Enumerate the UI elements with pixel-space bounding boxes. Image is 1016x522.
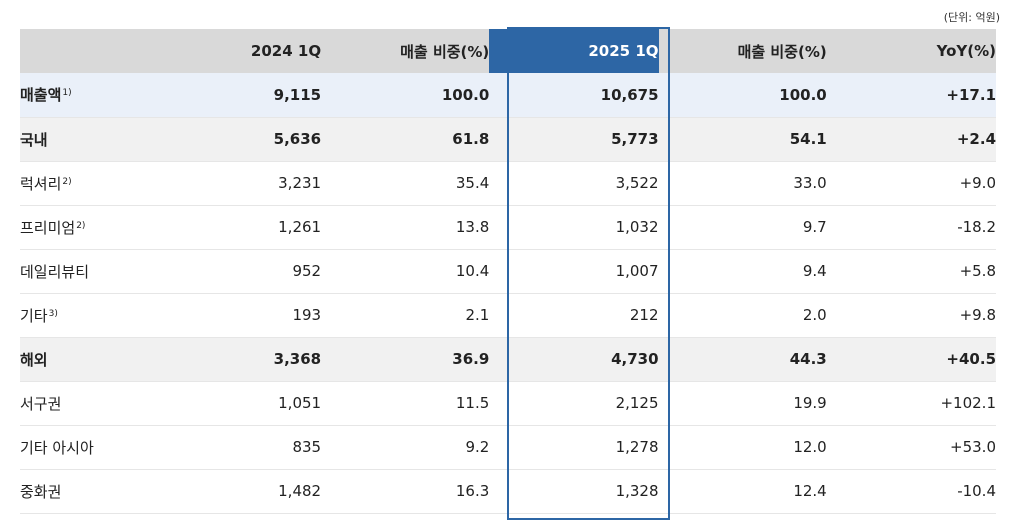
row-label: 기타 아시아 [20,438,94,457]
table-row: 국내 5,636 61.8 5,773 54.1 +2.4 [20,117,996,162]
value-2024-1q: 193 [194,293,322,338]
footnote-marker: 3) [48,308,58,319]
value-2025-1q: 1,032 [489,205,659,250]
footnote-marker: 2) [62,176,72,187]
value-2024-1q: 1,482 [194,469,322,514]
share-2024: 36.9 [321,337,490,382]
unit-note: (단위: 억원) [943,11,1000,24]
table-row: 중화권 1,482 16.3 1,328 12.4 -10.4 [20,469,996,514]
row-label: 기타 [20,306,48,325]
header-2024-1q: 2024 1Q [194,29,322,73]
share-2024: 10.4 [321,249,490,294]
value-2024-1q: 9,115 [194,73,322,118]
yoy: +102.1 [826,381,996,426]
table-row: 럭셔리2) 3,231 35.4 3,522 33.0 +9.0 [20,161,996,206]
value-2025-1q: 4,730 [489,337,659,382]
share-2025: 54.1 [658,117,827,162]
share-2025: 100.0 [658,73,827,118]
share-2024: 9.2 [321,425,490,470]
footnote-marker: 1) [62,88,72,99]
share-2024: 2.1 [321,293,490,338]
share-2025: 9.4 [658,249,827,294]
value-2024-1q: 952 [194,249,322,294]
row-label-cell: 국내 [20,117,195,162]
value-2024-1q: 1,051 [194,381,322,426]
share-2024: 13.8 [321,205,490,250]
yoy: +40.5 [826,337,996,382]
share-2025: 44.3 [658,337,827,382]
value-2024-1q: 3,368 [194,337,322,382]
row-label-cell: 데일리뷰티 [20,249,195,294]
share-2024: 100.0 [321,73,490,118]
row-label-cell: 럭셔리2) [20,161,195,206]
table-row: 서구권 1,051 11.5 2,125 19.9 +102.1 [20,381,996,426]
value-2025-1q: 2,125 [489,381,659,426]
header-2025-1q: 2025 1Q [489,29,659,73]
row-label-cell: 중화권 [20,469,195,514]
value-2025-1q: 3,522 [489,161,659,206]
table-row: 데일리뷰티 952 10.4 1,007 9.4 +5.8 [20,249,996,294]
table-row: 매출액1) 9,115 100.0 10,675 100.0 +17.1 [20,73,996,118]
row-label: 매출액 [20,86,62,105]
row-label-cell: 기타3) [20,293,195,338]
value-2025-1q: 1,278 [489,425,659,470]
share-2025: 33.0 [658,161,827,206]
yoy: +17.1 [826,73,996,118]
row-label: 서구권 [20,394,62,413]
row-label: 프리미엄 [20,218,76,237]
share-2025: 2.0 [658,293,827,338]
header-category [20,29,195,73]
row-label: 데일리뷰티 [20,262,90,281]
yoy: +53.0 [826,425,996,470]
share-2024: 11.5 [321,381,490,426]
sales-table: 2024 1Q 매출 비중(%) 2025 1Q 매출 비중(%) YoY(%)… [20,29,996,514]
row-label: 럭셔리 [20,174,62,193]
table-row: 해외 3,368 36.9 4,730 44.3 +40.5 [20,337,996,382]
header-yoy: YoY(%) [826,29,996,73]
yoy: +5.8 [826,249,996,294]
header-share-2024: 매출 비중(%) [321,29,490,73]
table-row: 프리미엄2) 1,261 13.8 1,032 9.7 -18.2 [20,205,996,250]
value-2024-1q: 5,636 [194,117,322,162]
value-2025-1q: 1,007 [489,249,659,294]
table-row: 기타3) 193 2.1 212 2.0 +9.8 [20,293,996,338]
value-2024-1q: 1,261 [194,205,322,250]
row-label-cell: 서구권 [20,381,195,426]
value-2025-1q: 212 [489,293,659,338]
row-label-cell: 매출액1) [20,73,195,118]
yoy: +2.4 [826,117,996,162]
share-2024: 35.4 [321,161,490,206]
share-2025: 12.4 [658,469,827,514]
table-row: 기타 아시아 835 9.2 1,278 12.0 +53.0 [20,425,996,470]
share-2025: 9.7 [658,205,827,250]
row-label: 해외 [20,350,48,369]
yoy: -10.4 [826,469,996,514]
header-share-2025: 매출 비중(%) [658,29,827,73]
share-2025: 19.9 [658,381,827,426]
share-2024: 61.8 [321,117,490,162]
row-label-cell: 해외 [20,337,195,382]
header-row: 2024 1Q 매출 비중(%) 2025 1Q 매출 비중(%) YoY(%) [20,29,996,73]
share-2024: 16.3 [321,469,490,514]
footnote-marker: 2) [76,220,86,231]
yoy: -18.2 [826,205,996,250]
share-2025: 12.0 [658,425,827,470]
value-2025-1q: 1,328 [489,469,659,514]
yoy: +9.8 [826,293,996,338]
row-label: 국내 [20,130,48,149]
yoy: +9.0 [826,161,996,206]
row-label-cell: 프리미엄2) [20,205,195,250]
value-2024-1q: 3,231 [194,161,322,206]
value-2025-1q: 10,675 [489,73,659,118]
row-label: 중화권 [20,482,62,501]
value-2024-1q: 835 [194,425,322,470]
row-label-cell: 기타 아시아 [20,425,195,470]
value-2025-1q: 5,773 [489,117,659,162]
